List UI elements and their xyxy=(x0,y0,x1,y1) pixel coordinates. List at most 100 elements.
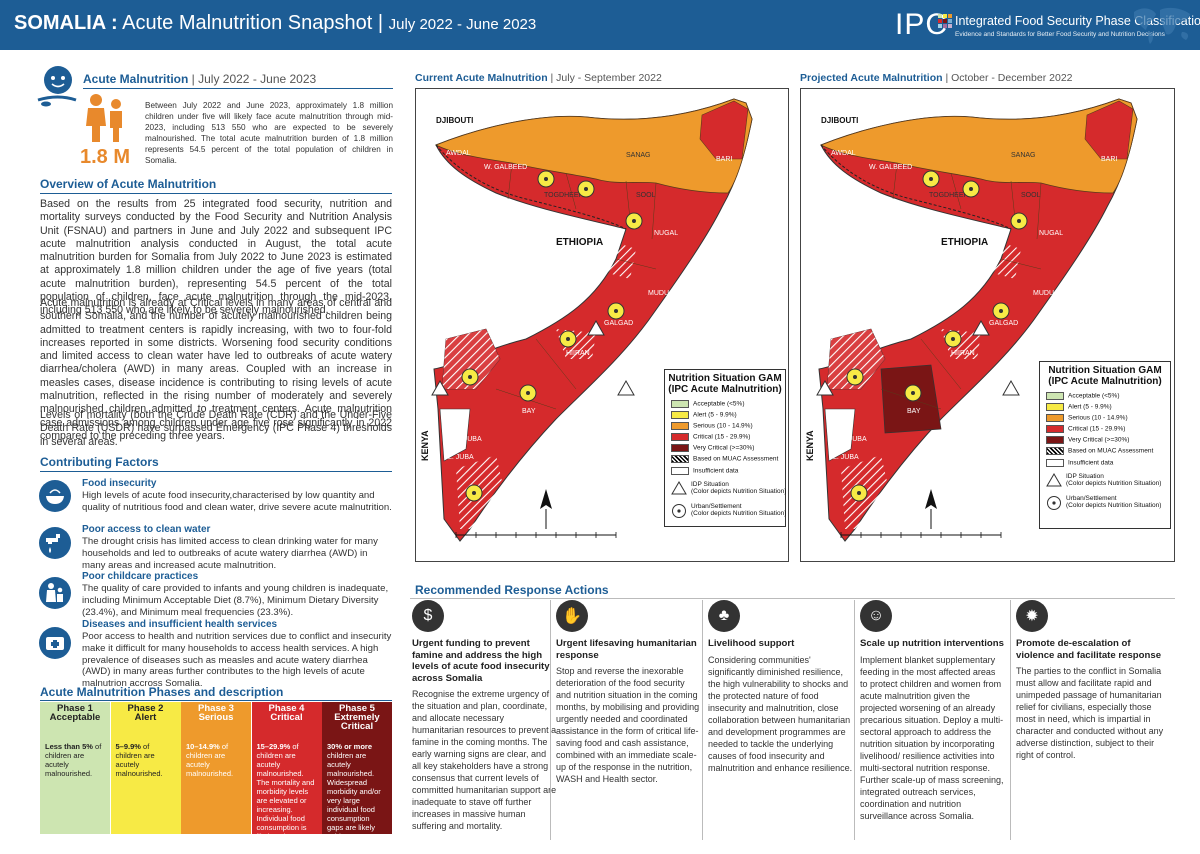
phases-heading: Acute Malnutrition Phases and descriptio… xyxy=(40,685,284,699)
legend-title-line-1: Nutrition Situation GAM xyxy=(1048,365,1162,376)
legend-item: Very Critical (>=30%) xyxy=(671,444,754,454)
response-title: Scale up nutrition interventions xyxy=(860,638,1004,649)
map-label-ljuba: L. JUBA xyxy=(448,454,474,461)
intro-period: | July 2022 - June 2023 xyxy=(188,72,317,86)
food-bowl-icon xyxy=(39,480,71,512)
phase-text: of children are acutely malnourished. xyxy=(186,742,234,778)
map-label-sanag: SANAG xyxy=(1011,152,1036,159)
current-map-legend: Nutrition Situation GAM (IPC Acute Malnut… xyxy=(664,369,786,527)
phase-label: Serious xyxy=(198,712,234,723)
title-dates: July 2022 - June 2023 xyxy=(388,16,537,33)
legend-item: Critical (15 - 29.9%) xyxy=(671,433,750,443)
child-face-icon xyxy=(37,66,77,107)
legend-label: (Color depicts Nutrition Situation) xyxy=(691,510,787,517)
ethiopia-border xyxy=(435,144,627,230)
legend-label: Very Critical (>=30%) xyxy=(1068,436,1130,444)
ethiopia-border xyxy=(820,144,1012,230)
legend-swatch xyxy=(671,433,689,441)
intro-title: Acute Malnutrition xyxy=(83,72,189,86)
phase-number: Phase 3 xyxy=(198,703,234,714)
legend-swatch xyxy=(1046,447,1064,455)
legend-label: Based on MUAC Assessment xyxy=(1068,447,1154,455)
legend-item: Serious (10 - 14.9%) xyxy=(671,422,753,432)
legend-label: Insufficient data xyxy=(1068,459,1114,467)
region-border xyxy=(920,338,962,390)
north-region xyxy=(820,98,1138,194)
gedo-hatch xyxy=(442,329,500,389)
legend-label: Very Critical (>=30%) xyxy=(693,444,755,452)
region-border xyxy=(1036,182,1042,240)
urban-marker-dot xyxy=(999,309,1003,313)
phase-threshold: 5–9.9% xyxy=(115,742,141,751)
phase-threshold: 10–14.9% xyxy=(186,742,220,751)
overview-para-1: Based on the results from 25 integrated … xyxy=(40,198,392,317)
factor-text-1: High levels of acute food insecurity,cha… xyxy=(82,490,392,513)
phase-number: Phase 4 xyxy=(268,703,305,714)
map-label-mjuba: M. JUBA xyxy=(839,436,867,443)
bari-region xyxy=(1084,100,1134,160)
factor-text-4: Poor access to health and nutrition serv… xyxy=(82,631,392,690)
column-divider xyxy=(550,600,551,840)
map-label-bay: BAY xyxy=(522,408,536,415)
urban-marker-dot xyxy=(566,337,570,341)
phase-description: 30% or more children are acutely malnour… xyxy=(322,738,392,845)
urban-circle-icon xyxy=(1047,496,1061,510)
phase-header: Phase 4 Critical xyxy=(252,702,322,738)
map-label-galgad: GALGAD xyxy=(604,320,633,327)
idp-marker xyxy=(816,379,834,396)
food-aid-icon: ✋ xyxy=(556,600,588,632)
map-label-wgalbeed: W. GALBEED xyxy=(869,164,912,171)
legend-swatch xyxy=(671,411,689,419)
response-title: Urgent lifesaving humanitarian response xyxy=(556,638,697,661)
overview-rule xyxy=(40,193,392,194)
region-border xyxy=(535,338,577,390)
mother-child-icon xyxy=(39,577,71,609)
urban-marker-dot xyxy=(857,491,861,495)
legend-item: Acceptable (<5%) xyxy=(1046,392,1120,402)
phase-column-1: Phase 1 Acceptable Less than 5% of childre… xyxy=(40,702,110,834)
legend-urban: Urban/Settlement (Color depicts Nutrition… xyxy=(671,503,786,523)
map-label-nugal: NUGAL xyxy=(1039,230,1063,237)
intro-heading: Acute Malnutrition | July 2022 - June 20… xyxy=(83,72,316,86)
urban-marker-dot xyxy=(472,491,476,495)
projected-map-legend: Nutrition Situation GAM (IPC Acute Malnut… xyxy=(1039,361,1171,529)
legend-label: IDP Situation xyxy=(1066,473,1104,480)
map-label-bay: BAY xyxy=(907,408,921,415)
phase-number: Phase 2 xyxy=(127,703,164,714)
legend-label: Critical (15 - 29.9%) xyxy=(693,433,751,441)
gedo-hatch xyxy=(827,329,885,389)
ipc-colour-squares-icon xyxy=(938,14,952,28)
region-border xyxy=(1000,258,1042,270)
phase-column-2: Phase 2 Alert 5–9.9% of children are acute… xyxy=(110,702,181,834)
response-heading: Recommended Response Actions xyxy=(415,583,609,597)
map-label-hiiran: HIIRAN xyxy=(566,350,590,357)
mudug-hatch xyxy=(991,239,1021,279)
map-label-bari: BARI xyxy=(716,156,732,163)
north-arrow-icon xyxy=(925,489,937,509)
response-column-5: ✹ Promote de-escalation of violence and f… xyxy=(1016,600,1166,761)
region-border xyxy=(1010,180,1016,220)
legend-swatch xyxy=(1046,414,1064,422)
map-label-nugal: NUGAL xyxy=(654,230,678,237)
legend-label: Urban/Settlement xyxy=(691,503,742,510)
page-header: SOMALIA : Acute Malnutrition Snapshot | … xyxy=(0,0,1200,50)
urban-marker-dot xyxy=(1017,219,1021,223)
map-label-ethiopia: ETHIOPIA xyxy=(556,237,603,248)
urban-marker-dot xyxy=(468,375,472,379)
legend-swatch xyxy=(1046,403,1064,411)
map-label-djibouti: DJIBOUTI xyxy=(436,116,473,125)
region-border xyxy=(565,172,577,210)
phase-number: Phase 1 xyxy=(57,703,93,714)
response-column-2: ✋ Urgent lifesaving humanitarian response… xyxy=(556,600,701,785)
projected-map: DJIBOUTI AWDAL W. GALBEED SANAG BARI TOGDHEER… xyxy=(800,88,1175,562)
map-label-bari: BARI xyxy=(1101,156,1117,163)
phase-column-4: Phase 4 Critical 15–29.9% of children are … xyxy=(251,702,322,850)
current-map: DJIBOUTI AWDAL W. GALBEED SANAG BARI TOGDHEER… xyxy=(415,88,789,562)
urban-marker-dot xyxy=(614,309,618,313)
phase-description: 15–29.9% of children are acutely malnour… xyxy=(252,738,322,854)
response-text: Implement blanket supplementary feeding … xyxy=(860,654,1004,821)
idp-marker xyxy=(617,379,635,396)
factor-text-2: The drought crisis has limited access to… xyxy=(82,536,378,571)
map-label-shabelle: SHABELLE xyxy=(576,436,613,443)
map-label-mudug: MUDUG xyxy=(1033,290,1059,297)
